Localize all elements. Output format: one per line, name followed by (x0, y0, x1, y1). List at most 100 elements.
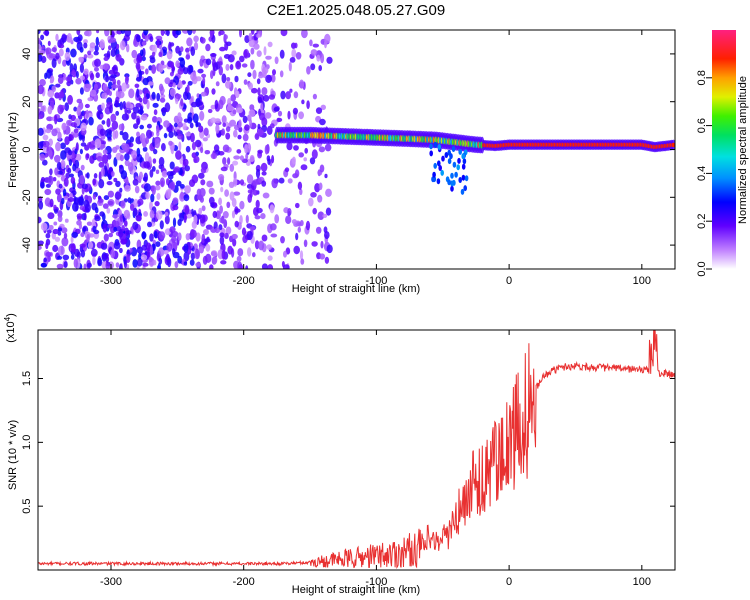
heatmap-cell (438, 165, 443, 171)
heatmap-cell (116, 43, 120, 50)
heatmap-cell (299, 188, 303, 195)
heatmap-cell (309, 39, 313, 47)
heatmap-cell (301, 30, 308, 39)
heatmap-cell (209, 30, 213, 39)
heatmap-cell (105, 74, 110, 83)
heatmap-cell (90, 248, 98, 257)
heatmap-cell (171, 241, 178, 251)
heatmap-cell (67, 94, 73, 105)
heatmap-cell (235, 60, 242, 70)
heatmap-cell (257, 123, 261, 130)
heatmap-cell (113, 157, 118, 167)
heatmap-cell (98, 161, 105, 168)
heatmap-cell (190, 252, 196, 260)
heatmap-cell (236, 107, 243, 114)
heatmap-cell (306, 66, 311, 75)
heatmap-cell (51, 85, 56, 93)
heatmap-cell (210, 202, 215, 208)
heatmap-cell (244, 124, 250, 131)
heatmap-cell (62, 188, 67, 197)
heatmap-cell (123, 143, 130, 153)
heatmap-cell (129, 247, 133, 253)
heatmap-cell (130, 203, 135, 211)
heatmap-cell (146, 123, 152, 129)
heatmap-cell (150, 193, 155, 203)
heatmap-cell (218, 174, 225, 181)
snr-xtick-label: -100 (365, 576, 387, 588)
heatmap-cell (291, 48, 297, 59)
heatmap-cell (172, 204, 179, 211)
heatmap-cell (139, 65, 145, 70)
heatmap-cell (251, 87, 258, 94)
snr-xlabel: Height of straight line (km) (292, 584, 420, 596)
heatmap-cell (153, 148, 158, 155)
heatmap-cell (242, 115, 248, 124)
heatmap-cell (191, 141, 196, 151)
heatmap-cell (236, 149, 242, 154)
heatmap-cell (138, 252, 142, 260)
heatmap-cell (89, 143, 96, 150)
heatmap-cell (170, 61, 175, 69)
heatmap-cell (450, 180, 454, 187)
heatmap-cell (452, 161, 457, 168)
heatmap-cell (298, 152, 305, 158)
heatmap-cell (79, 205, 86, 211)
colorbar-label: Normalized spectral amplitude (737, 76, 749, 224)
heatmap-cell (142, 146, 148, 152)
heatmap-cell (38, 30, 41, 35)
heatmap-cell (175, 93, 182, 100)
heatmap-cell (86, 83, 92, 89)
heatmap-cell (248, 109, 256, 117)
heatmap-cell (271, 178, 278, 189)
heatmap-cell (254, 240, 260, 250)
heatmap-cell (64, 136, 70, 146)
heatmap-cell (222, 122, 226, 128)
heatmap-cell (95, 36, 100, 46)
heatmap-cell (221, 73, 227, 84)
heatmap-cell (200, 179, 206, 186)
heatmap-cell (76, 30, 81, 36)
heatmap-cell (198, 207, 203, 215)
heatmap-cell (219, 205, 224, 214)
heatmap-cell (39, 153, 46, 161)
heatmap-cell (108, 129, 112, 136)
heatmap-cell (318, 182, 323, 191)
heatmap-cell (47, 175, 54, 186)
heatmap-cell (175, 150, 182, 160)
heatmap-cell (121, 113, 129, 121)
heatmap-cell (156, 192, 161, 201)
heatmap-cell (227, 54, 235, 63)
heatmap-cell (166, 171, 174, 177)
heatmap-cell (73, 128, 79, 134)
heatmap-cell (60, 142, 66, 150)
heatmap-cell (103, 53, 111, 58)
heatmap-cell (158, 83, 164, 92)
heatmap-cell (110, 249, 116, 259)
heatmap-cell (75, 142, 79, 151)
heatmap-cell (245, 214, 249, 224)
heatmap-cell (67, 149, 73, 156)
heatmap-cell (199, 196, 204, 203)
heatmap-cell (209, 264, 214, 269)
heatmap-cell (152, 239, 156, 245)
heatmap-cell (68, 159, 72, 166)
heatmap-cell (250, 47, 255, 55)
heatmap-cell (86, 221, 93, 226)
heatmap-cell (57, 131, 62, 141)
heatmap-cell (124, 75, 129, 85)
heatmap-cell (89, 89, 97, 97)
heatmap-cell (60, 227, 68, 234)
heatmap-cell (56, 263, 64, 269)
heatmap-cell (83, 263, 87, 269)
heatmap-xtick-label: 100 (633, 275, 651, 287)
heatmap-cell (267, 255, 273, 261)
heatmap-cell (261, 87, 268, 96)
heatmap-cell (315, 107, 323, 114)
heatmap-cell (219, 46, 226, 52)
heatmap-cell (39, 79, 46, 87)
heatmap-cell (94, 66, 99, 72)
heatmap-cell (131, 112, 137, 120)
heatmap-cell (210, 117, 217, 124)
heatmap-cell (155, 241, 161, 248)
heatmap-cell (166, 50, 173, 60)
